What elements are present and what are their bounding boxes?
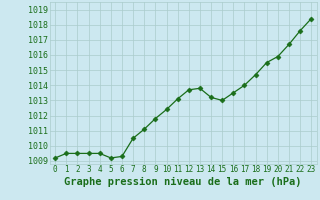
X-axis label: Graphe pression niveau de la mer (hPa): Graphe pression niveau de la mer (hPa) bbox=[64, 177, 302, 187]
